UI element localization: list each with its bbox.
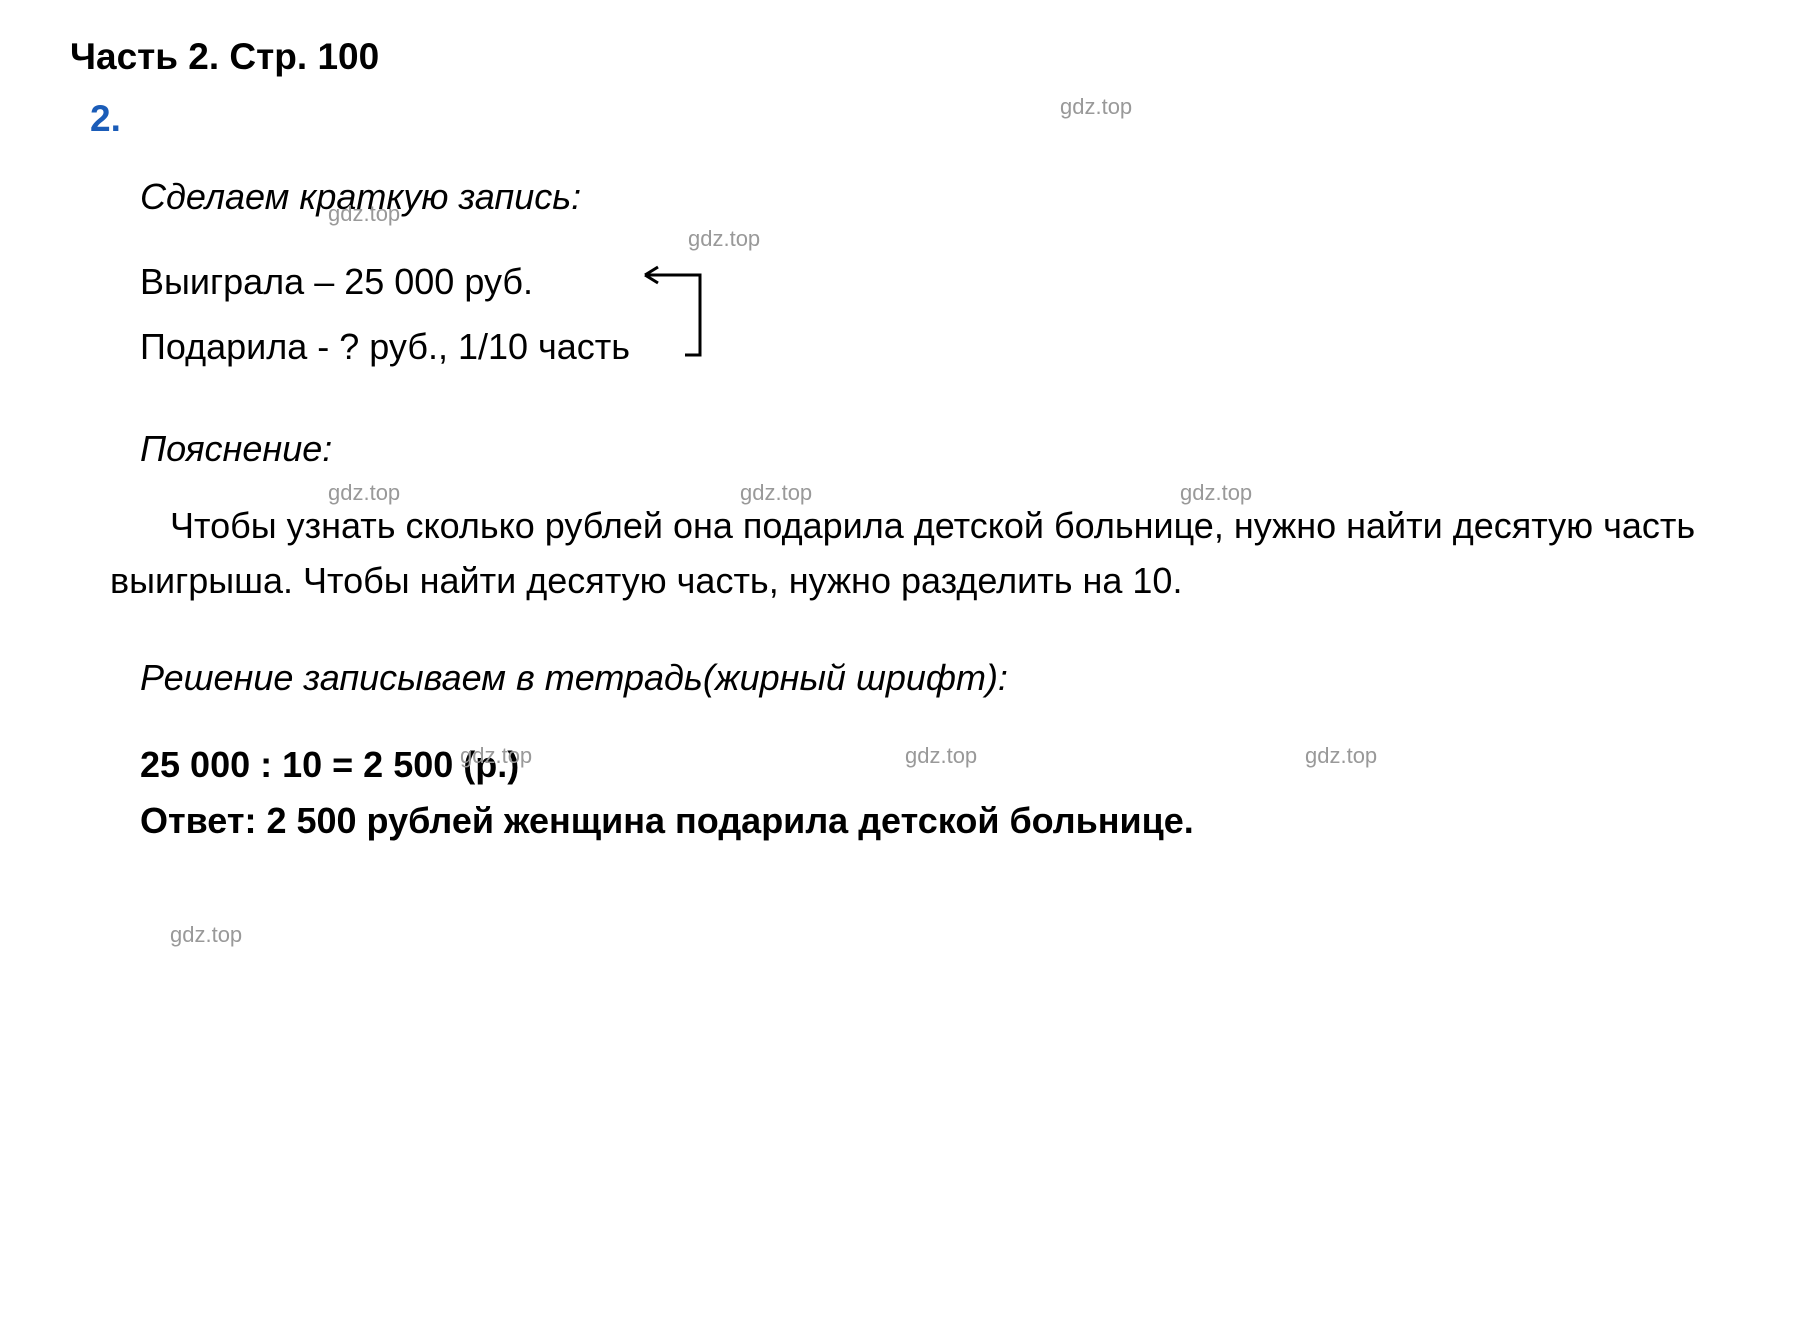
page-header: Часть 2. Стр. 100	[70, 36, 1733, 78]
solution-answer: Ответ: 2 500 рублей женщина подарила дет…	[140, 793, 1733, 849]
problem-number: 2.	[90, 98, 1733, 140]
explanation-section: Пояснение: Чтобы узнать сколько рублей о…	[110, 428, 1733, 610]
brief-lines: Выиграла – 25 000 руб. Подарила - ? руб.…	[140, 250, 630, 380]
brief-line-2: Подарила - ? руб., 1/10 часть	[140, 315, 630, 380]
brief-line-1: Выиграла – 25 000 руб.	[140, 250, 630, 315]
brief-data: Выиграла – 25 000 руб. Подарила - ? руб.…	[140, 250, 1733, 380]
arrow-bracket	[640, 250, 720, 370]
explanation-text: Чтобы узнать сколько рублей она подарила…	[110, 498, 1733, 610]
brief-title: Сделаем краткую запись:	[140, 176, 1733, 218]
explanation-title: Пояснение:	[140, 428, 1733, 470]
brief-section: Сделаем краткую запись: Выиграла – 25 00…	[140, 176, 1733, 380]
watermark-text: gdz.top	[170, 922, 242, 948]
arrow-icon	[640, 255, 720, 375]
solution-title: Решение записываем в тетрадь(жирный шриф…	[140, 657, 1733, 699]
solution-calculation: 25 000 : 10 = 2 500 (р.)	[140, 737, 1733, 793]
